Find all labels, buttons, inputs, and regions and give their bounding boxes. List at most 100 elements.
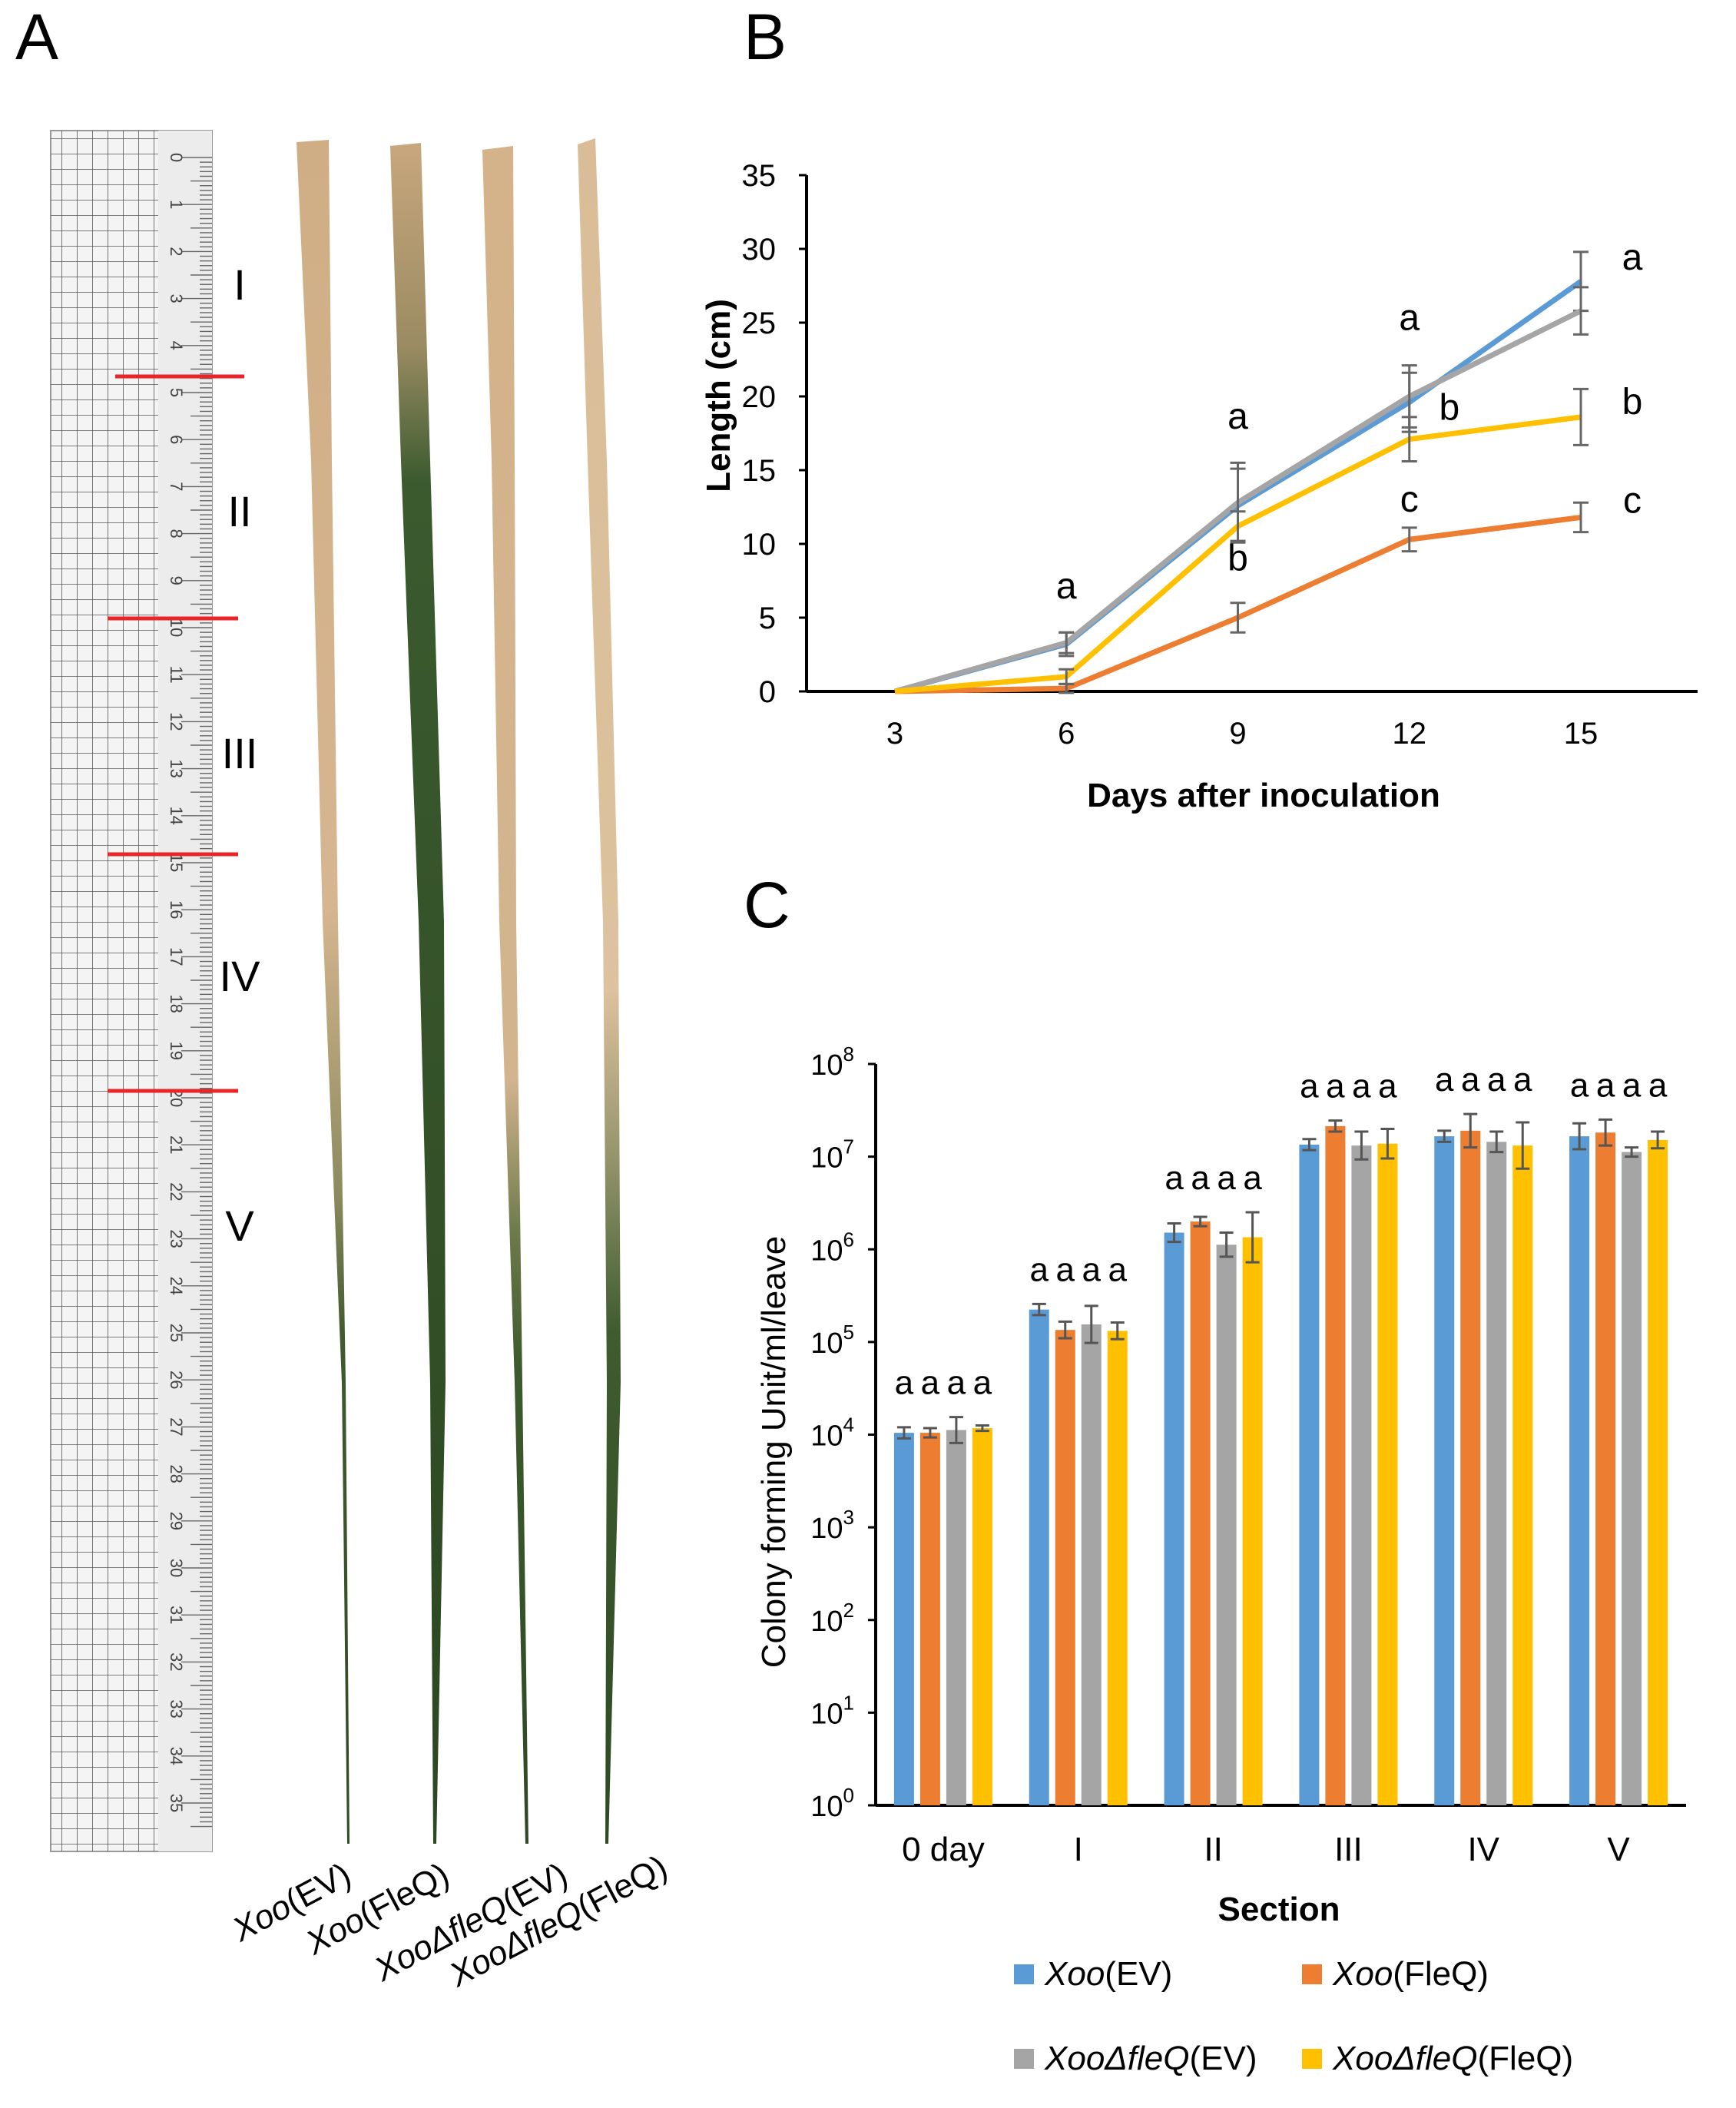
bar-chart-category-label: 0 day xyxy=(902,1831,985,1868)
significance-letter: c xyxy=(1623,481,1642,522)
ruler-number: 35 xyxy=(167,1794,186,1812)
bar-significance-letter: a xyxy=(1217,1159,1236,1197)
bar-error xyxy=(1058,1320,1072,1340)
ruler-number: 8 xyxy=(167,529,186,538)
ruler-number: 30 xyxy=(167,1559,186,1577)
panel-c-label: C xyxy=(744,869,790,941)
bar-significance-letter: a xyxy=(1435,1061,1454,1099)
ruler-number: 23 xyxy=(167,1229,186,1248)
line-chart-y-tick-label: 25 xyxy=(742,307,777,340)
bar-significance-letter: a xyxy=(1378,1068,1397,1105)
ruler-number: 4 xyxy=(167,341,186,350)
line-chart-x-tick-label: 15 xyxy=(1564,717,1599,751)
bar-chart-x-axis-title: Section xyxy=(1218,1891,1340,1928)
line-chart-y-tick-label: 20 xyxy=(742,380,777,414)
bar-chart-y-tick-label: 102 xyxy=(810,1599,854,1638)
bar xyxy=(1029,1309,1049,1805)
bar-significance-letter: a xyxy=(1513,1061,1532,1099)
ruler-number: 2 xyxy=(167,247,186,256)
section-label-iv: IV xyxy=(220,952,261,1000)
bar-significance-letter: a xyxy=(1648,1066,1668,1104)
line-chart-x-axis-title: Days after inoculation xyxy=(1087,777,1440,814)
bar xyxy=(1512,1145,1533,1805)
bar xyxy=(1595,1132,1616,1805)
bar-significance-letter: a xyxy=(1570,1066,1589,1104)
ruler-number: 18 xyxy=(167,994,186,1013)
legend-item-xoo-dfleq-fleq: XooΔfleQ (FleQ) xyxy=(1302,2040,1573,2078)
bar-significance-letter: a xyxy=(1108,1251,1128,1288)
bar-significance-letter: a xyxy=(1056,1251,1075,1288)
significance-letter: a xyxy=(1056,566,1077,607)
bar-chart-category-label: V xyxy=(1607,1831,1630,1868)
leaf-xoo-fleq xyxy=(390,143,446,1844)
significance-letter: a xyxy=(1622,237,1643,278)
ruler-number: 11 xyxy=(167,666,186,684)
bar xyxy=(1460,1130,1481,1805)
bar xyxy=(1081,1324,1102,1805)
bar-chart-y-tick-label: 103 xyxy=(810,1506,854,1545)
bar-significance-letter: a xyxy=(1326,1068,1345,1105)
bar xyxy=(1242,1237,1263,1805)
significance-letter: b xyxy=(1227,539,1248,579)
ruler-number: 33 xyxy=(167,1699,186,1718)
bar xyxy=(919,1433,940,1805)
bar-significance-letter: a xyxy=(1243,1159,1262,1197)
error-bar xyxy=(1573,286,1589,336)
significance-letter: a xyxy=(1399,298,1420,339)
bar-error xyxy=(1110,1321,1125,1341)
bar xyxy=(1434,1136,1455,1805)
bar-chart-legend: Xoo (EV) Xoo (FleQ) XooΔfleQ (EV) XooΔfleQ(… xyxy=(1014,1955,1705,2101)
leaf-photo-panel: 0123456789101112131415161718192021222324… xyxy=(50,130,674,1994)
bar xyxy=(1164,1232,1184,1805)
error-bar xyxy=(1401,416,1417,462)
error-bar xyxy=(1230,510,1246,542)
line-chart-y-tick-label: 30 xyxy=(742,233,777,267)
bar-error xyxy=(1599,1118,1613,1147)
bar-significance-letter: a xyxy=(1352,1068,1371,1105)
section-label-i: I xyxy=(234,260,246,309)
bar-significance-letter: a xyxy=(1082,1251,1102,1288)
leaf-xoo-ev xyxy=(297,140,350,1844)
bar-chart-y-tick-label: 106 xyxy=(810,1228,854,1267)
error-bar xyxy=(1401,526,1417,553)
ruler-number: 19 xyxy=(167,1042,186,1060)
ruler-number: 22 xyxy=(167,1182,186,1201)
bar-significance-letter: a xyxy=(1030,1251,1049,1288)
bar-error xyxy=(896,1426,911,1440)
bar-error xyxy=(949,1416,963,1444)
bar-error xyxy=(1651,1130,1665,1150)
bar-chart-category-label: III xyxy=(1334,1831,1363,1868)
line-chart-x-tick-label: 3 xyxy=(886,717,903,751)
legend-swatch-yellow xyxy=(1302,2049,1322,2069)
ruler-number: 17 xyxy=(167,947,186,966)
panel-a-label: A xyxy=(15,1,59,73)
legend-item-xoo-fleq: Xoo (FleQ) xyxy=(1302,1955,1489,1994)
bar-significance-letter: a xyxy=(1487,1061,1506,1099)
leaf-xoo-dfleq-ev xyxy=(482,146,528,1844)
bar-error xyxy=(1437,1129,1452,1143)
ruler-number: 15 xyxy=(167,853,186,872)
ruler-number: 25 xyxy=(167,1324,186,1342)
bar-significance-letter: a xyxy=(1300,1068,1319,1105)
section-label-iii: III xyxy=(222,729,258,777)
legend-item-xoo-ev: Xoo (EV) xyxy=(1014,1955,1172,1994)
bar-significance-letter: a xyxy=(921,1364,940,1402)
bar xyxy=(1216,1245,1237,1805)
error-bar xyxy=(1058,668,1075,685)
section-label-ii: II xyxy=(227,487,251,535)
ruler-number: 29 xyxy=(167,1512,186,1530)
bar-significance-letter: a xyxy=(1191,1159,1210,1197)
ruler-number: 1 xyxy=(167,200,186,209)
bar-significance-letter: a xyxy=(895,1364,914,1402)
ruler-number: 32 xyxy=(167,1652,186,1671)
ruler-number: 16 xyxy=(167,900,186,919)
bar-significance-letter: a xyxy=(1461,1061,1480,1099)
bar-error xyxy=(1219,1231,1234,1258)
line-chart-x-tick-label: 9 xyxy=(1229,717,1246,751)
bar-error xyxy=(1302,1138,1317,1152)
bar-chart-y-tick-label: 107 xyxy=(810,1135,854,1175)
bar-error xyxy=(1245,1211,1260,1264)
line-chart-y-tick-label: 15 xyxy=(742,454,777,488)
bar xyxy=(1190,1221,1211,1805)
